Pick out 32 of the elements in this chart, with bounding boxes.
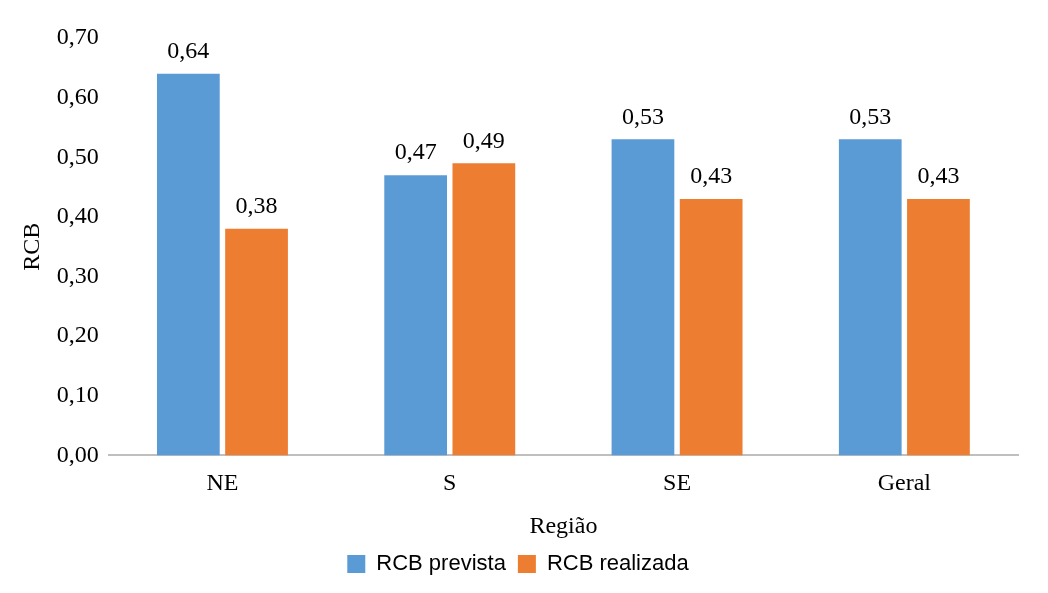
y-tick-label: 0,10	[56, 381, 99, 408]
x-tick-label: S	[443, 469, 457, 496]
bar	[452, 163, 516, 456]
data-label: 0,38	[235, 192, 278, 219]
y-tick-label: 0,70	[56, 23, 99, 50]
y-tick-label: 0,60	[56, 82, 99, 109]
y-tick-label: 0,20	[56, 321, 99, 348]
legend-label: RCB prevista	[376, 550, 507, 576]
data-label: 0,43	[917, 162, 960, 189]
y-tick-label: 0,00	[56, 440, 99, 467]
y-tick-label: 0,50	[56, 142, 99, 169]
data-label: 0,53	[849, 102, 892, 129]
bar	[679, 199, 743, 456]
data-label: 0,53	[621, 102, 664, 129]
bar	[838, 139, 902, 456]
x-tick-label: NE	[206, 469, 239, 496]
legend-label: RCB realizada	[546, 550, 690, 576]
y-axis-title: RCB	[17, 222, 44, 271]
data-label: 0,47	[394, 138, 437, 165]
data-label: 0,43	[690, 162, 733, 189]
x-axis-title: Região	[529, 511, 598, 538]
bar	[907, 199, 970, 456]
bar	[611, 139, 675, 456]
x-tick-label: Geral	[877, 469, 932, 496]
bar	[384, 175, 448, 456]
data-label: 0,49	[462, 126, 505, 153]
y-tick-label: 0,40	[56, 202, 99, 229]
bar	[156, 73, 220, 456]
x-tick-label: SE	[663, 469, 692, 496]
data-label: 0,64	[167, 37, 210, 64]
y-tick-label: 0,30	[56, 261, 99, 288]
bar	[225, 228, 288, 456]
